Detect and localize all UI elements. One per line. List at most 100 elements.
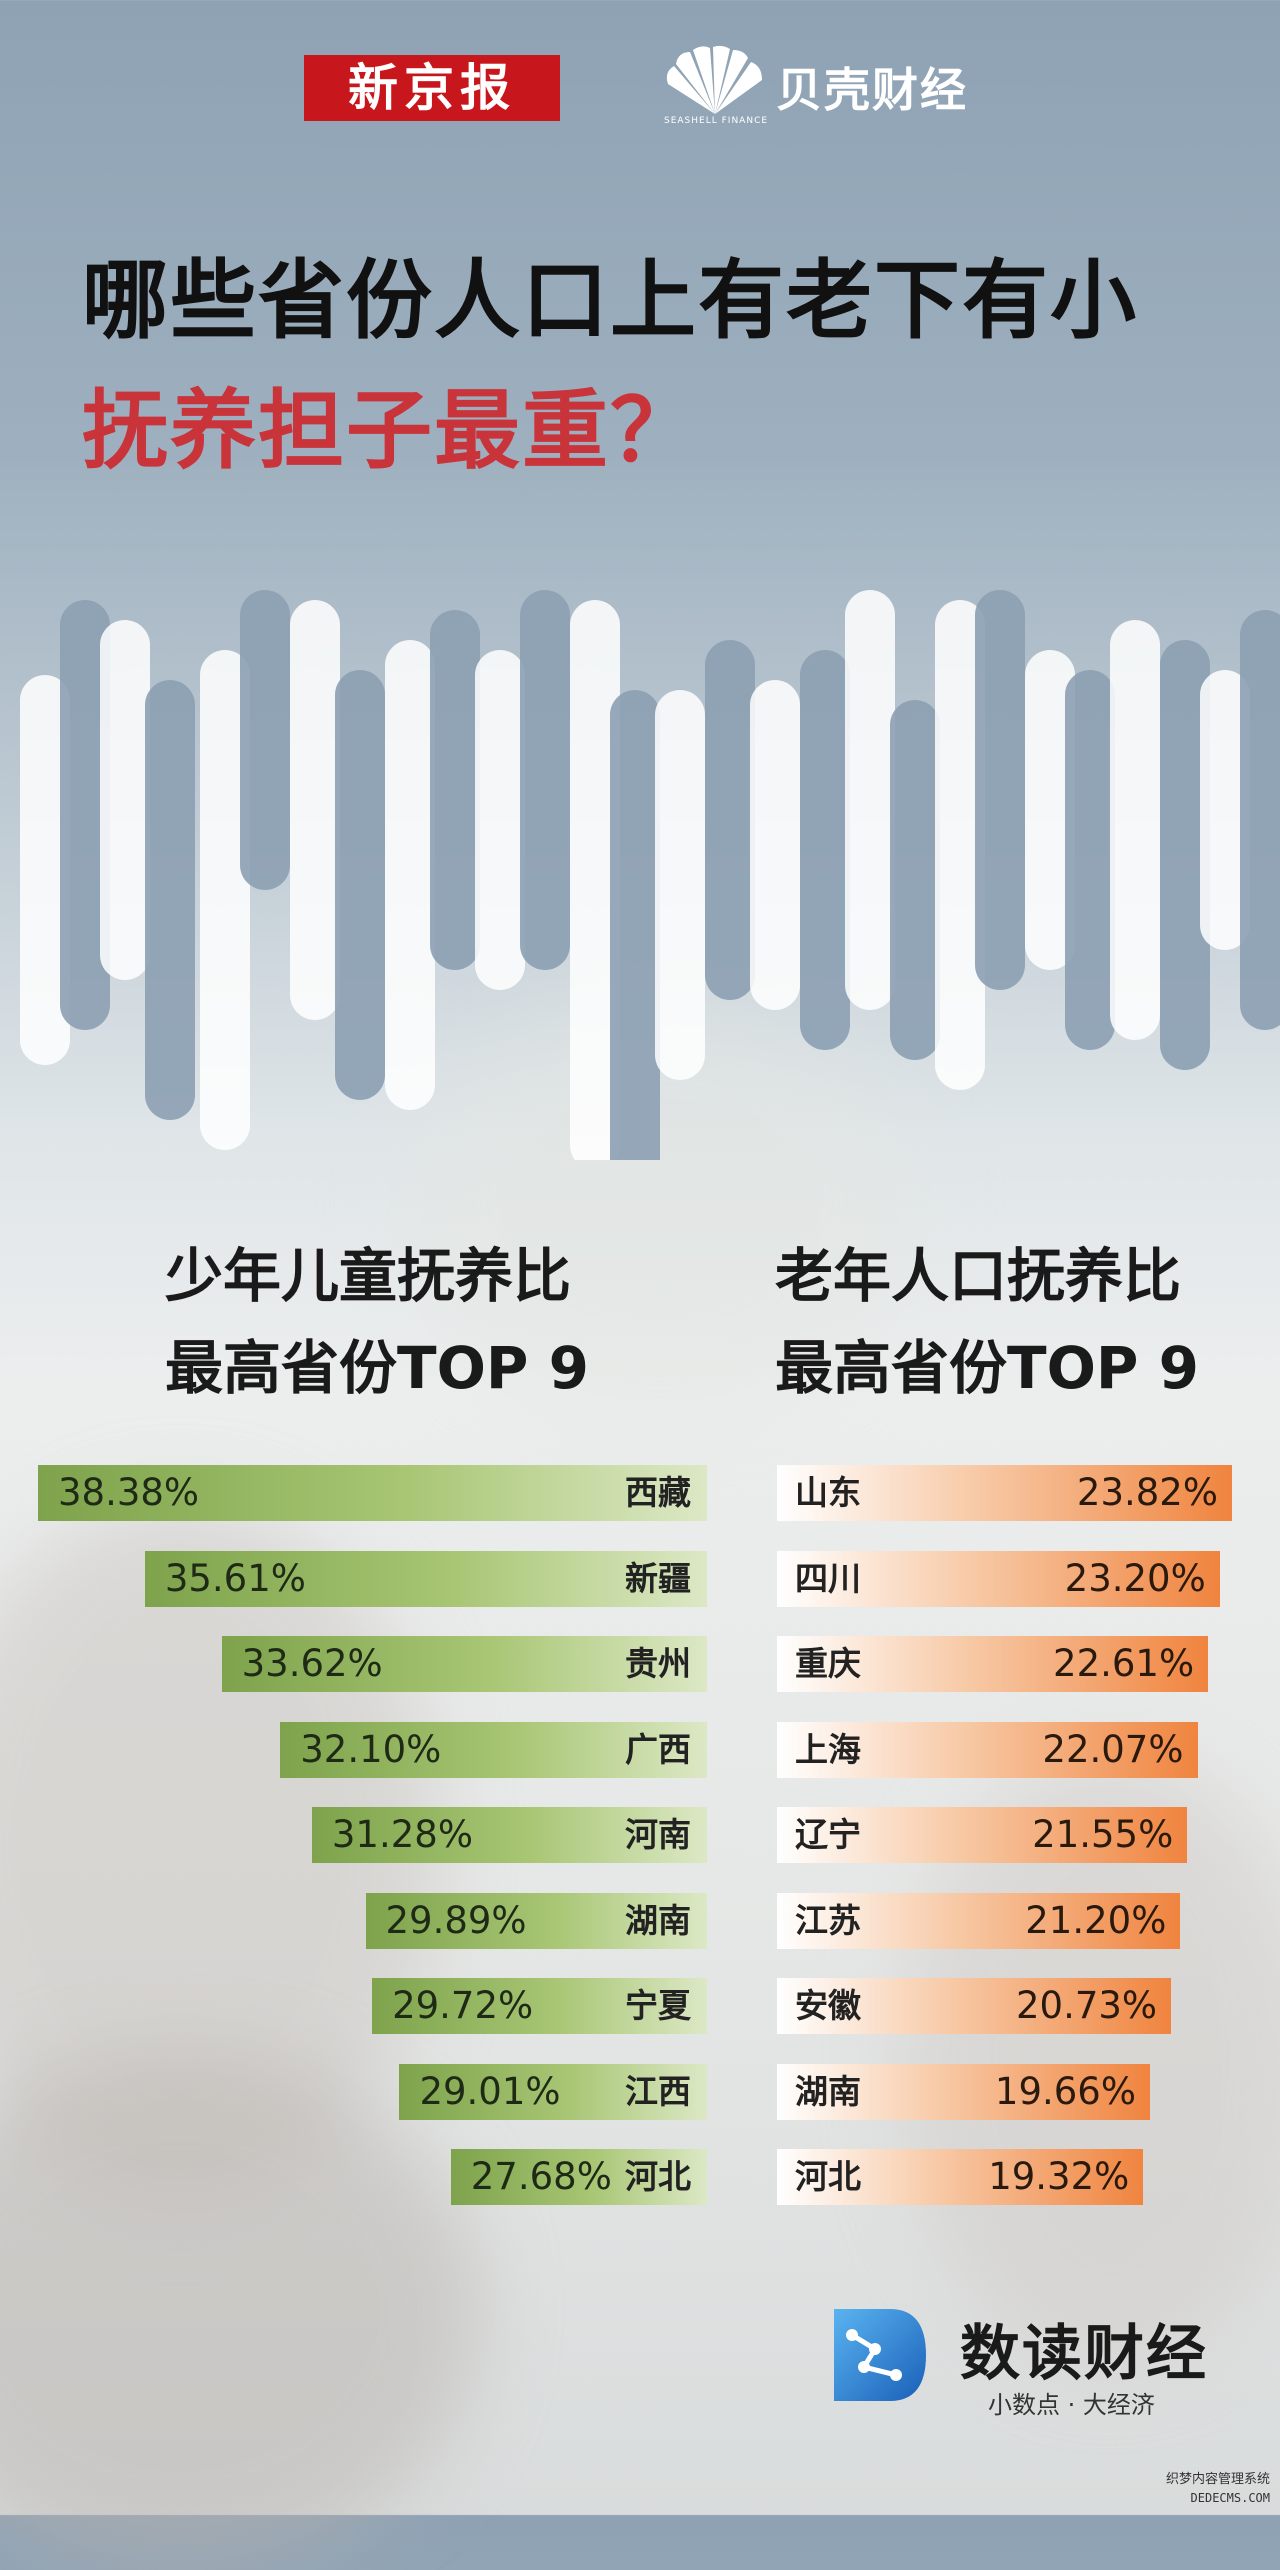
province-label: 广西 [624, 1729, 691, 1769]
child-ratio-bar: 29.72% 宁夏 [372, 1978, 707, 2034]
child-ratio-bar: 29.89% 湖南 [365, 1892, 707, 1949]
province-label: 河南 [624, 1815, 691, 1854]
seashell-icon [666, 45, 762, 114]
bar-value-label: 23.20% [1064, 1556, 1206, 1600]
header: 新京报 贝壳财经 SEASHELL FINANCE [0, 0, 1280, 160]
decorative-pill [1025, 650, 1075, 970]
elderly-ratio-bar: 22.61% 重庆 [777, 1636, 1209, 1692]
province-label: 安徽 [795, 1986, 861, 2025]
decorative-pill [20, 675, 70, 1065]
child-ratio-bar: 33.62% 贵州 [221, 1636, 707, 1692]
province-label: 湖南 [624, 1900, 691, 1940]
decorative-pill [655, 690, 705, 1080]
elderly-ratio-bar: 21.55% 辽宁 [777, 1807, 1188, 1863]
bar-value-label: 29.72% [392, 1984, 534, 2027]
decorative-pill [800, 650, 850, 1050]
decorative-pill [145, 680, 195, 1120]
bar-value-label: 23.82% [1076, 1471, 1218, 1514]
child-ratio-bar: 29.01% 江西 [399, 2063, 707, 2120]
province-label: 上海 [795, 1729, 861, 1769]
elderly-dependency-title-line2: 最高省份TOP 9 [775, 1334, 1199, 1402]
decorative-pill [200, 650, 250, 1150]
bar-value-label: 19.66% [994, 2069, 1136, 2113]
province-label: 四川 [795, 1558, 861, 1598]
decorative-bars [20, 590, 1280, 1160]
child-ratio-bar: 27.68% 河北 [450, 2149, 707, 2205]
child-ratio-bar: 35.61% 新疆 [144, 1550, 707, 1607]
xinjingbao-logo: 新京报 [304, 55, 560, 121]
shudu-brand-name: 数读财经 [960, 2319, 1208, 2389]
decorative-pill [750, 680, 800, 1010]
province-label: 河北 [795, 2157, 861, 2196]
decorative-pill [935, 600, 985, 1090]
watermark: 织梦内容管理系统 DEDECMS.COM [1166, 2471, 1270, 2507]
bar-value-label: 22.61% [1053, 1642, 1195, 1685]
elderly-dependency-title-line1: 老年人口抚养比 [775, 1242, 1182, 1310]
province-label: 江西 [624, 2071, 691, 2111]
decorative-pill [430, 610, 480, 970]
child-dependency-title-line2: 最高省份TOP 9 [165, 1334, 589, 1402]
bar-value-label: 32.10% [300, 1727, 442, 1771]
elderly-ratio-bar: 23.20% 四川 [777, 1550, 1220, 1607]
bar-value-label: 19.32% [988, 2155, 1130, 2198]
decorative-pill [890, 700, 940, 1060]
decorative-pill [520, 590, 570, 970]
bar-value-label: 38.38% [58, 1471, 200, 1514]
elderly-dependency-title: 老年人口抚养比 最高省份TOP 9 [775, 1230, 1235, 1414]
decorative-pill [570, 600, 620, 1160]
elderly-ratio-bar: 20.73% 安徽 [777, 1978, 1172, 2034]
child-ratio-bar: 32.10% 广西 [280, 1721, 707, 1778]
watermark-en: DEDECMS.COM [1190, 2491, 1270, 2505]
page-title-line1: 哪些省份人口上有老下有小 [82, 251, 1138, 351]
province-label: 贵州 [624, 1644, 691, 1683]
elderly-ratio-bar: 22.07% 上海 [777, 1721, 1198, 1778]
bar-value-label: 22.07% [1042, 1727, 1184, 1771]
decorative-pill [1240, 610, 1280, 1030]
bar-value-label: 29.89% [385, 1898, 527, 1942]
decorative-pill [1160, 640, 1210, 1070]
bar-value-label: 33.62% [241, 1642, 383, 1685]
province-label: 山东 [795, 1473, 861, 1512]
child-ratio-bar: 38.38% 西藏 [38, 1465, 707, 1521]
elderly-ratio-bar: 23.82% 山东 [777, 1465, 1232, 1521]
elderly-ratio-bar: 19.66% 湖南 [777, 2063, 1150, 2120]
elderly-ratio-bar: 21.20% 江苏 [777, 1892, 1181, 1949]
province-label: 重庆 [795, 1644, 861, 1683]
bar-value-label: 29.01% [419, 2069, 561, 2113]
decorative-pill [100, 620, 150, 980]
decorative-pill [1065, 670, 1115, 1050]
decorative-pill [845, 590, 895, 1010]
child-dependency-title: 少年儿童抚养比 最高省份TOP 9 [165, 1230, 625, 1414]
decorative-pill [290, 600, 340, 1020]
beike-subtitle: SEASHELL FINANCE [664, 116, 769, 126]
child-ratio-bar: 31.28% 河南 [311, 1807, 707, 1863]
shudu-slogan: 小数点 · 大经济 [988, 2391, 1155, 2419]
decorative-pill [60, 600, 110, 1030]
province-label: 辽宁 [795, 1815, 861, 1854]
beike-name: 贝壳财经 [776, 63, 968, 117]
bar-value-label: 21.20% [1025, 1898, 1167, 1942]
decorative-pill [335, 670, 385, 1100]
decorative-pill [1110, 620, 1160, 1040]
shudu-logo-icon [834, 2309, 926, 2401]
province-label: 湖南 [795, 2071, 861, 2111]
bar-value-label: 31.28% [331, 1813, 473, 1856]
province-label: 江苏 [795, 1900, 861, 1940]
province-label: 宁夏 [624, 1986, 691, 2025]
province-label: 西藏 [625, 1473, 691, 1512]
decorative-pill [385, 640, 435, 1110]
bar-value-label: 27.68% [470, 2155, 612, 2198]
decorative-pill [1200, 670, 1250, 950]
decorative-pill [475, 650, 525, 990]
elderly-ratio-bar: 19.32% 河北 [777, 2149, 1144, 2205]
bar-value-label: 20.73% [1016, 1984, 1158, 2027]
decorative-pill [610, 690, 660, 1160]
child-dependency-title-line1: 少年儿童抚养比 [165, 1242, 572, 1310]
decorative-pill [705, 640, 755, 1000]
decorative-pill [975, 590, 1025, 990]
beike-finance-logo: 贝壳财经 SEASHELL FINANCE [660, 44, 1000, 134]
province-label: 新疆 [624, 1558, 691, 1598]
shudu-finance-logo: 数读财经 小数点 · 大经济 [830, 2305, 1210, 2425]
bar-value-label: 35.61% [164, 1556, 306, 1600]
province-label: 河北 [624, 2157, 691, 2196]
